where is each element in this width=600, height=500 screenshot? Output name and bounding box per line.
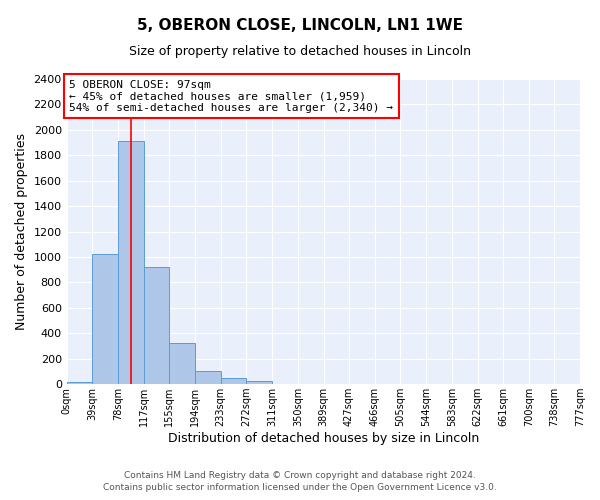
Text: Size of property relative to detached houses in Lincoln: Size of property relative to detached ho… — [129, 45, 471, 58]
Text: 5 OBERON CLOSE: 97sqm
← 45% of detached houses are smaller (1,959)
54% of semi-d: 5 OBERON CLOSE: 97sqm ← 45% of detached … — [69, 80, 393, 113]
Bar — [67, 382, 92, 384]
Text: Contains HM Land Registry data © Crown copyright and database right 2024.: Contains HM Land Registry data © Crown c… — [124, 471, 476, 480]
Bar — [92, 254, 118, 384]
Text: 5, OBERON CLOSE, LINCOLN, LN1 1WE: 5, OBERON CLOSE, LINCOLN, LN1 1WE — [137, 18, 463, 32]
Bar — [118, 142, 144, 384]
Bar — [247, 381, 272, 384]
Bar — [195, 371, 221, 384]
Bar — [169, 344, 195, 384]
Bar — [221, 378, 247, 384]
X-axis label: Distribution of detached houses by size in Lincoln: Distribution of detached houses by size … — [168, 432, 479, 445]
Bar — [144, 267, 169, 384]
Y-axis label: Number of detached properties: Number of detached properties — [15, 133, 28, 330]
Text: Contains public sector information licensed under the Open Government Licence v3: Contains public sector information licen… — [103, 484, 497, 492]
